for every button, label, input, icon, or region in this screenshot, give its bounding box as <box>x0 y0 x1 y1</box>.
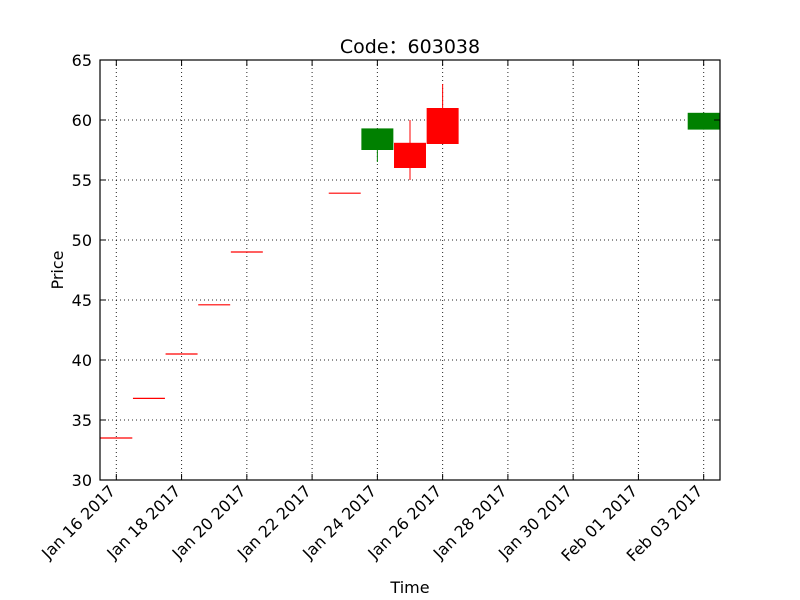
y-tick-label: 45 <box>72 291 92 310</box>
y-tick-label: 50 <box>72 231 92 250</box>
y-tick-label: 35 <box>72 411 92 430</box>
y-axis-label: Price <box>48 250 67 289</box>
x-axis-label: Time <box>389 578 429 597</box>
y-tick-label: 40 <box>72 351 92 370</box>
candle <box>687 112 720 130</box>
candle <box>394 120 426 180</box>
candles <box>100 84 720 439</box>
candle <box>426 84 459 144</box>
y-tick-label: 65 <box>72 51 92 70</box>
y-tick-label: 55 <box>72 171 92 190</box>
y-tick-label: 30 <box>72 471 92 490</box>
candle-body <box>687 112 720 130</box>
candle-body <box>394 142 426 168</box>
plot-frame <box>99 59 721 481</box>
candle <box>361 128 394 162</box>
candle-body <box>361 128 394 150</box>
chart-title: Code：603038 <box>340 36 480 58</box>
y-tick-label: 60 <box>72 111 92 130</box>
candle-body <box>426 108 459 144</box>
